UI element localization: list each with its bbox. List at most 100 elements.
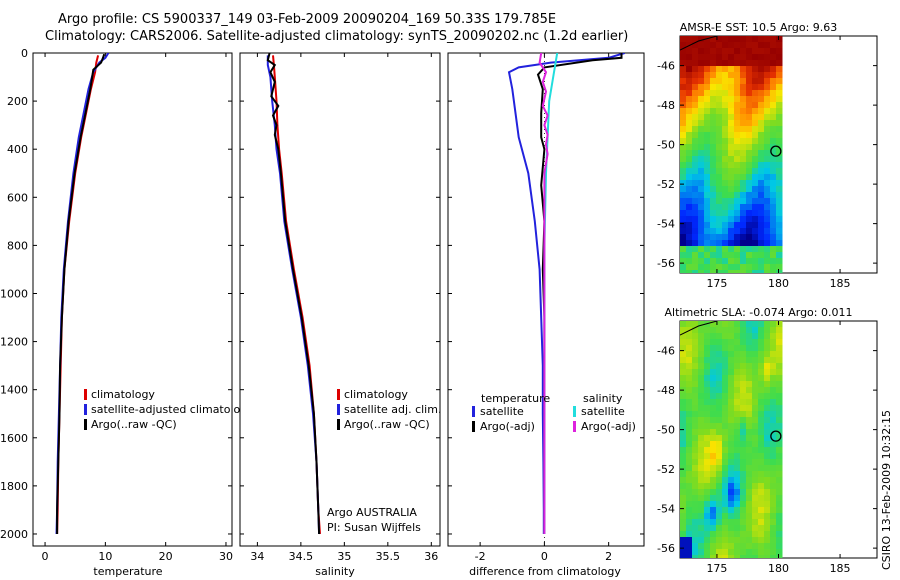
map-cell <box>710 156 717 163</box>
map-cell <box>764 198 771 205</box>
map-cell <box>770 162 777 169</box>
map-cell <box>692 120 699 127</box>
map-cell <box>698 471 705 478</box>
map-cell <box>740 228 747 235</box>
map-cell <box>722 381 729 388</box>
map-cell <box>728 222 735 229</box>
map-cell <box>680 513 687 520</box>
map-cell <box>704 240 711 247</box>
map-cell <box>722 537 729 544</box>
map-cell <box>764 537 771 544</box>
map-cell <box>722 162 729 169</box>
map-cell <box>770 393 777 400</box>
map-cell <box>758 459 765 466</box>
map-cell <box>770 501 777 508</box>
map-cell <box>680 519 687 526</box>
map-cell <box>770 66 777 73</box>
map-cell <box>746 42 753 49</box>
map-cell <box>734 399 741 406</box>
map-cell <box>746 339 753 346</box>
map-cell <box>776 351 783 358</box>
map-cell <box>752 120 759 127</box>
map-cell <box>728 345 735 352</box>
map-cell <box>716 399 723 406</box>
series-line-2-3 <box>266 53 321 535</box>
map-cell <box>710 531 717 538</box>
map-cell <box>740 138 747 145</box>
map-cell <box>764 150 771 157</box>
map-cell <box>704 120 711 127</box>
map-cell <box>704 321 711 328</box>
map-cell <box>770 453 777 460</box>
map-cell <box>692 471 699 478</box>
map-cell <box>734 345 741 352</box>
map-cell <box>776 483 783 490</box>
map-cell <box>704 162 711 169</box>
map-cell <box>764 351 771 358</box>
map-y-tick-label: -50 <box>657 139 675 152</box>
map-cell <box>722 48 729 55</box>
map-y-tick-label: -50 <box>657 424 675 437</box>
map-cell <box>680 210 687 217</box>
map-cell <box>710 198 717 205</box>
map-cell <box>758 453 765 460</box>
map-cell <box>728 264 735 271</box>
map-cell <box>722 333 729 340</box>
map-cell <box>764 258 771 265</box>
map-cell <box>716 519 723 526</box>
map-cell <box>716 489 723 496</box>
map-cell <box>686 168 693 175</box>
map-cell <box>764 393 771 400</box>
map-cell <box>710 405 717 412</box>
map-x-tick-label: 175 <box>706 562 727 575</box>
map-cell <box>728 246 735 253</box>
map-cell <box>698 447 705 454</box>
map-cell <box>770 447 777 454</box>
map-cell <box>770 156 777 163</box>
x-tick-label: 34 <box>250 550 264 563</box>
map-cell <box>716 393 723 400</box>
map-cell <box>740 78 747 85</box>
map-cell <box>722 549 729 556</box>
map-cell <box>716 531 723 538</box>
map-cell <box>686 84 693 91</box>
map-cell <box>758 102 765 109</box>
map-cell <box>680 84 687 91</box>
map-2-field <box>680 321 783 558</box>
map-cell <box>776 345 783 352</box>
map-cell <box>722 168 729 175</box>
map-cell <box>758 465 765 472</box>
map-cell <box>722 156 729 163</box>
map-cell <box>728 411 735 418</box>
map-cell <box>770 246 777 253</box>
map-cell <box>710 264 717 271</box>
map-cell <box>710 102 717 109</box>
map-cell <box>752 240 759 247</box>
legend-label: climatology <box>91 388 155 401</box>
map-cell <box>764 501 771 508</box>
map-cell <box>734 222 741 229</box>
map-cell <box>734 270 741 273</box>
map-cell <box>710 441 717 448</box>
map-y-tick-label: -52 <box>657 463 675 476</box>
map-cell <box>776 108 783 115</box>
map-cell <box>680 192 687 199</box>
map-cell <box>722 114 729 121</box>
map-cell <box>716 495 723 502</box>
map-cell <box>764 60 771 67</box>
map-cell <box>710 525 717 532</box>
map-cell <box>710 321 717 328</box>
map-cell <box>758 507 765 514</box>
map-cell <box>734 168 741 175</box>
map-cell <box>692 531 699 538</box>
map-cell <box>716 363 723 370</box>
map-cell <box>764 222 771 229</box>
map-cell <box>770 48 777 55</box>
map-cell <box>734 78 741 85</box>
map-cell <box>698 351 705 358</box>
map-cell <box>776 507 783 514</box>
map-cell <box>764 543 771 550</box>
map-cell <box>716 102 723 109</box>
map-cell <box>686 543 693 550</box>
map-cell <box>740 168 747 175</box>
